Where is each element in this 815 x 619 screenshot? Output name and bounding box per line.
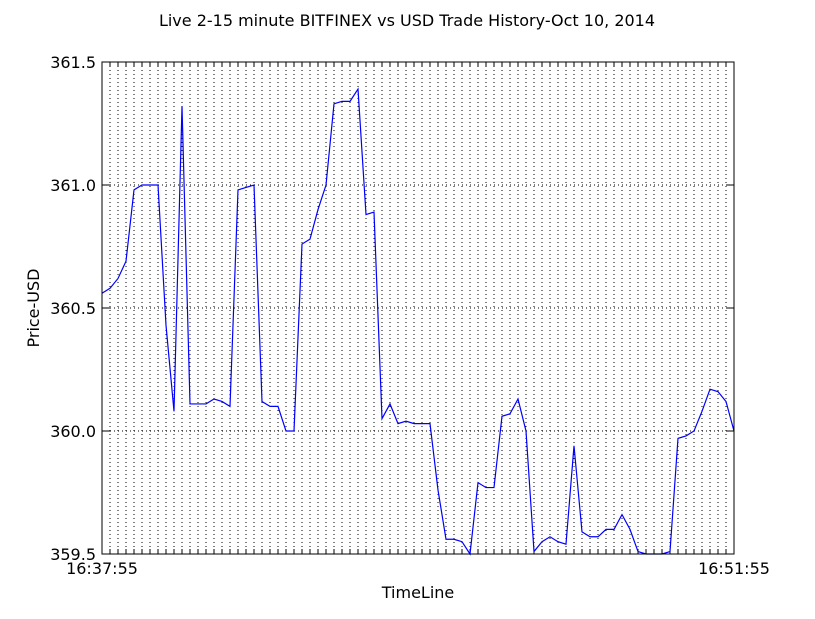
grid-layer bbox=[102, 62, 734, 554]
chart-title: Live 2-15 minute BITFINEX vs USD Trade H… bbox=[159, 11, 655, 30]
x-tick-label-end: 16:51:55 bbox=[698, 559, 770, 578]
series-layer bbox=[101, 87, 735, 556]
y-axis-label: Price-USD bbox=[24, 269, 43, 348]
y-tick-label: 359.5 bbox=[50, 545, 96, 564]
y-tick-label: 360.0 bbox=[50, 422, 96, 441]
x-tick-label-start: 16:37:55 bbox=[66, 559, 138, 578]
x-axis-label: TimeLine bbox=[381, 583, 455, 602]
price-series-line bbox=[101, 87, 735, 556]
y-tick-label: 361.5 bbox=[50, 53, 96, 72]
y-tick-label: 360.5 bbox=[50, 299, 96, 318]
plot-frame bbox=[101, 61, 735, 555]
y-tick-label: 361.0 bbox=[50, 176, 96, 195]
tick-layer bbox=[102, 61, 734, 555]
tick-label-layer: 359.5 360.0 360.5 361.0 361.5 16:37:55 16:51:5… bbox=[50, 53, 770, 578]
